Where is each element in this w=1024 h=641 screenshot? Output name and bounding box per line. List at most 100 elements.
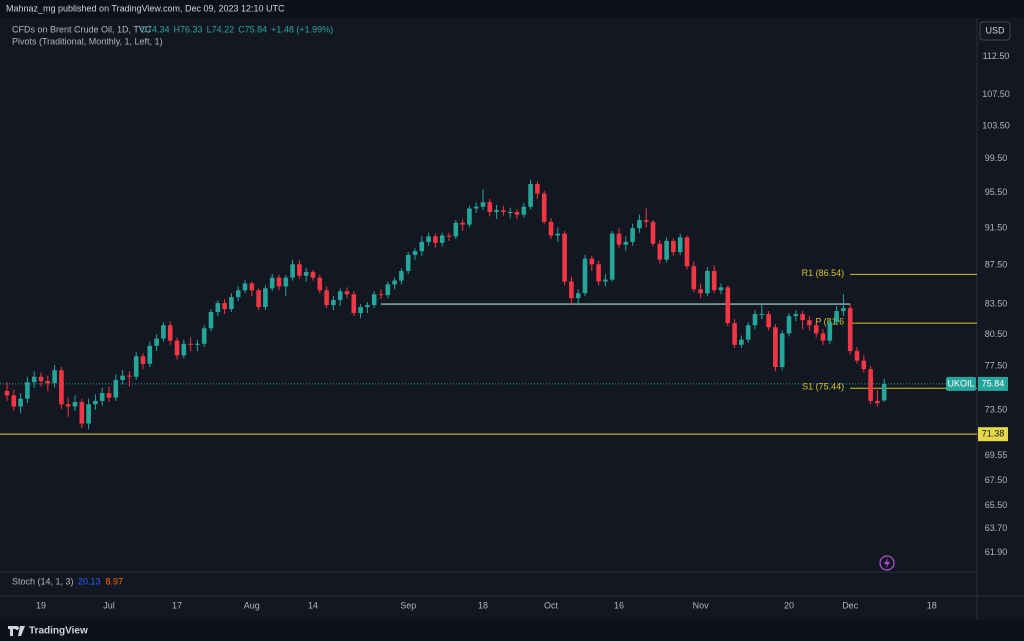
candle-body <box>133 356 139 377</box>
candle-body <box>161 325 166 339</box>
candle-body <box>779 333 785 368</box>
candle-body <box>358 307 363 314</box>
candle-body <box>637 220 642 229</box>
y-tick-label: 95.50 <box>985 187 1008 197</box>
y-tick-label: 65.50 <box>985 500 1008 510</box>
candle-body <box>38 376 44 382</box>
candle-body <box>868 369 873 401</box>
x-tick-label: Oct <box>544 600 559 610</box>
candle-body <box>759 314 765 316</box>
candle-body <box>569 281 574 299</box>
currency-label: USD <box>985 25 1005 35</box>
y-tick-label: 63.70 <box>985 523 1008 533</box>
brand-name: TradingView <box>29 626 88 637</box>
candle-body <box>800 314 805 321</box>
candle-body <box>643 220 649 222</box>
candle-body <box>596 264 601 282</box>
alert-bolt <box>884 558 890 568</box>
candle-body <box>290 264 295 278</box>
candle-body <box>494 210 499 213</box>
candle-body <box>385 284 391 296</box>
support-label: 71.38 <box>982 429 1005 439</box>
candle-body <box>99 393 105 401</box>
candle-body <box>684 237 690 267</box>
candle-body <box>65 404 71 407</box>
candle-body <box>229 297 234 310</box>
y-tick-label: 80.50 <box>985 329 1008 339</box>
candle-body <box>671 240 676 253</box>
candle-body <box>113 379 119 398</box>
candle-body <box>249 283 255 291</box>
candle-body <box>392 280 397 285</box>
stoch-label: Stoch (14, 1, 3) <box>12 576 74 586</box>
pivot-label: R1 (86.54) <box>802 268 845 278</box>
candle-body <box>677 237 683 253</box>
candle-body <box>154 338 159 346</box>
candle-body <box>555 233 561 236</box>
candle-body <box>827 322 833 341</box>
candle-body <box>875 400 880 404</box>
candle-body <box>303 271 309 276</box>
candle-body <box>195 343 200 345</box>
y-tick-label: 69.55 <box>985 450 1008 460</box>
candle-body <box>412 251 418 255</box>
candle-body <box>711 270 717 291</box>
symbol-line: CFDs on Brent Crude Oil, 1D, TVC <box>12 24 152 34</box>
price-label-box <box>978 376 1008 391</box>
candle-body <box>820 333 826 341</box>
candle-body <box>473 206 479 209</box>
candle-body <box>813 325 819 334</box>
candle-body <box>106 393 112 398</box>
pivot-label: S1 (75.44) <box>802 382 844 392</box>
candle-body <box>52 370 57 384</box>
candle-body <box>773 327 778 368</box>
candle-body <box>528 184 533 207</box>
y-tick-label: 107.50 <box>982 89 1010 99</box>
top-bar <box>0 0 1024 18</box>
candle-body <box>664 240 669 260</box>
x-tick-label: 17 <box>172 600 182 610</box>
x-tick-label: Jul <box>103 600 115 610</box>
candle-body <box>263 288 268 308</box>
candle-body <box>419 241 425 252</box>
candle-body <box>439 235 445 243</box>
candle-body <box>739 339 744 345</box>
candle-body <box>344 291 350 295</box>
candle-body <box>283 277 289 287</box>
candle-body <box>269 277 275 289</box>
stoch-d: 8.97 <box>106 576 124 586</box>
alert-icon[interactable] <box>879 555 895 571</box>
brand-logo <box>8 626 25 636</box>
candle-body <box>834 311 839 323</box>
candle-body <box>841 308 846 312</box>
candle-body <box>453 222 459 237</box>
ohlc-legend: L74.22 <box>207 24 235 34</box>
candle-body <box>242 283 248 291</box>
candle-body <box>487 202 493 213</box>
candle-body <box>215 303 221 313</box>
ohlc-legend: O74.34 <box>140 24 170 34</box>
y-tick-label: 61.90 <box>985 547 1008 557</box>
y-tick-label: 67.50 <box>985 475 1008 485</box>
x-tick-label: Dec <box>842 600 859 610</box>
currency-button[interactable] <box>979 21 1011 41</box>
candle-body <box>541 193 547 222</box>
candle-body <box>847 308 853 352</box>
candle-body <box>140 356 146 364</box>
candle-body <box>854 351 860 361</box>
x-tick-label: Aug <box>244 600 260 610</box>
candle-body <box>86 404 91 424</box>
candle-body <box>766 314 771 328</box>
published-note: Mahnaz_mg published on TradingView.com, … <box>6 3 285 13</box>
candle-body <box>535 184 540 194</box>
y-tick-label: 77.50 <box>985 360 1008 370</box>
x-tick-label: Nov <box>693 600 710 610</box>
candle-body <box>793 314 799 317</box>
candle-body <box>378 294 384 296</box>
candle-body <box>11 395 17 407</box>
candle-body <box>609 233 615 280</box>
candle-body <box>25 382 30 399</box>
candle-body <box>222 303 227 310</box>
candle-body <box>337 291 343 301</box>
